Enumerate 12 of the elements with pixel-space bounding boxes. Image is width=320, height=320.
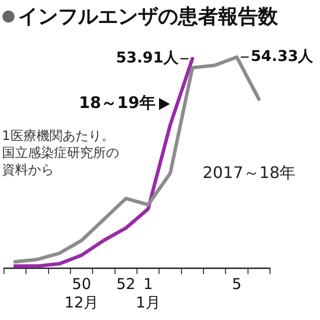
series-label: 2017～18年 [202,162,296,184]
series-label: 18～19年 [78,93,156,114]
x-tick-label: 50 [72,274,92,293]
text: 12月 [64,293,99,312]
annotation: 1医療機関あたり。国立感染症研究所の資料から [2,128,120,179]
x-tick-label: 52 [116,274,136,293]
data-label: 54.33人 [250,46,314,65]
x-tick-label: 5 [232,274,242,293]
x-tick-label: 1 [143,274,153,293]
data-label: 53.91人 [116,48,180,67]
chart-title: インフルエンザの患者報告数 [18,2,278,30]
text: 1月 [136,293,160,312]
